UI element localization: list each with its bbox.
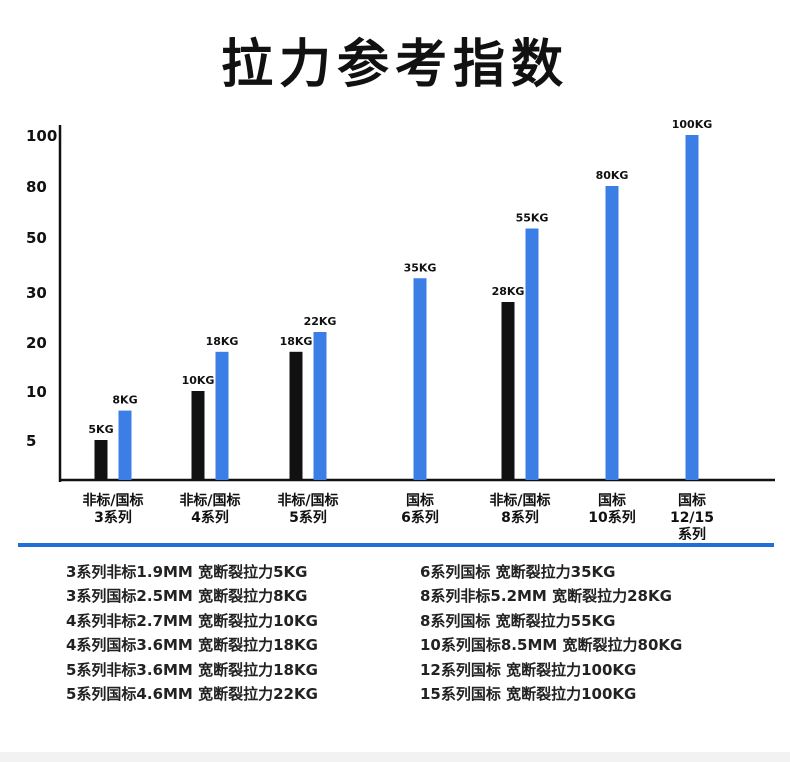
bar-value-label: 18KG xyxy=(206,335,239,348)
note-item: 5系列国标4.6MM 宽断裂拉力22KG xyxy=(66,684,318,703)
note-item: 5系列非标3.6MM 宽断裂拉力18KG xyxy=(66,660,318,679)
note-item: 10系列国标8.5MM 宽断裂拉力80KG xyxy=(420,636,683,655)
bar-black xyxy=(289,351,303,480)
bar-black xyxy=(501,302,515,480)
y-tick-label: 5 xyxy=(26,432,36,450)
page-title: 拉力参考指数 xyxy=(220,35,569,95)
note-item: 12系列国标 宽断裂拉力100KG xyxy=(420,660,637,679)
pull-force-bar-chart: 5 10 20 30 50 80 100 5KG 8KG 10KG 18KG 18KG 22KG 35KG… xyxy=(26,118,775,540)
bar-blue xyxy=(413,278,427,480)
bar-value-label: 80KG xyxy=(596,169,629,182)
divider-line xyxy=(18,543,774,547)
x-category-label: 6系列 xyxy=(401,509,439,526)
bar-value-label: 55KG xyxy=(516,212,549,225)
bar-value-label: 35KG xyxy=(404,261,437,274)
bar-blue xyxy=(525,228,539,480)
note-item: 8系列国标 宽断裂拉力55KG xyxy=(420,611,616,630)
bar-blue xyxy=(313,332,327,480)
bottom-band xyxy=(0,752,790,762)
note-item: 6系列国标 宽断裂拉力35KG xyxy=(420,563,616,581)
note-item: 15系列国标 宽断裂拉力100KG xyxy=(420,684,637,703)
x-category-label: 系列 xyxy=(678,526,706,540)
note-item: 4系列非标2.7MM 宽断裂拉力10KG xyxy=(66,611,318,630)
bar-value-label: 28KG xyxy=(492,285,525,298)
notes-list-left: 3系列非标1.9MM 宽断裂拉力5KG 3系列国标2.5MM 宽断裂拉力8KG … xyxy=(66,560,318,706)
y-tick-label: 10 xyxy=(26,383,47,401)
x-category-label: 8系列 xyxy=(501,509,539,526)
x-category-label: 10系列 xyxy=(588,509,635,526)
bar-value-label: 10KG xyxy=(182,374,215,387)
bar-blue xyxy=(118,410,132,480)
y-tick-label: 50 xyxy=(26,229,47,247)
bar-value-label: 22KG xyxy=(304,315,337,328)
note-item: 8系列非标5.2MM 宽断裂拉力28KG xyxy=(420,587,672,606)
y-tick-label: 20 xyxy=(26,334,47,352)
bar-blue xyxy=(605,186,619,480)
x-category-label: 非标/国标 xyxy=(179,492,240,509)
y-tick-label: 80 xyxy=(26,178,47,196)
x-category-label: 3系列 xyxy=(94,509,132,526)
y-tick-label: 30 xyxy=(26,284,47,302)
bar-value-label: 5KG xyxy=(88,423,113,436)
x-category-label: 国标 xyxy=(598,492,626,509)
x-category-label: 国标 xyxy=(406,492,434,509)
note-item: 4系列国标3.6MM 宽断裂拉力18KG xyxy=(66,636,318,655)
bar-blue xyxy=(215,351,229,480)
x-category-label: 12/15 xyxy=(670,510,714,526)
note-item: 3系列国标2.5MM 宽断裂拉力8KG xyxy=(66,587,308,606)
x-category-label: 非标/国标 xyxy=(82,492,143,509)
x-category-label: 国标 xyxy=(678,492,706,509)
bar-black xyxy=(94,440,108,480)
notes-list-right: 6系列国标 宽断裂拉力35KG 8系列非标5.2MM 宽断裂拉力28KG 8系列… xyxy=(420,560,682,706)
x-category-label: 非标/国标 xyxy=(277,492,338,509)
y-tick-label: 100 xyxy=(26,127,57,145)
bar-value-label: 8KG xyxy=(112,394,137,407)
note-item: 3系列非标1.9MM 宽断裂拉力5KG xyxy=(66,563,308,581)
x-category-label: 非标/国标 xyxy=(489,492,550,509)
bar-value-label: 100KG xyxy=(672,118,713,131)
x-category-label: 4系列 xyxy=(191,509,229,526)
bar-black xyxy=(191,391,205,480)
x-category-label: 5系列 xyxy=(289,509,327,526)
bar-value-label: 18KG xyxy=(280,335,313,348)
bar-blue xyxy=(685,135,699,480)
